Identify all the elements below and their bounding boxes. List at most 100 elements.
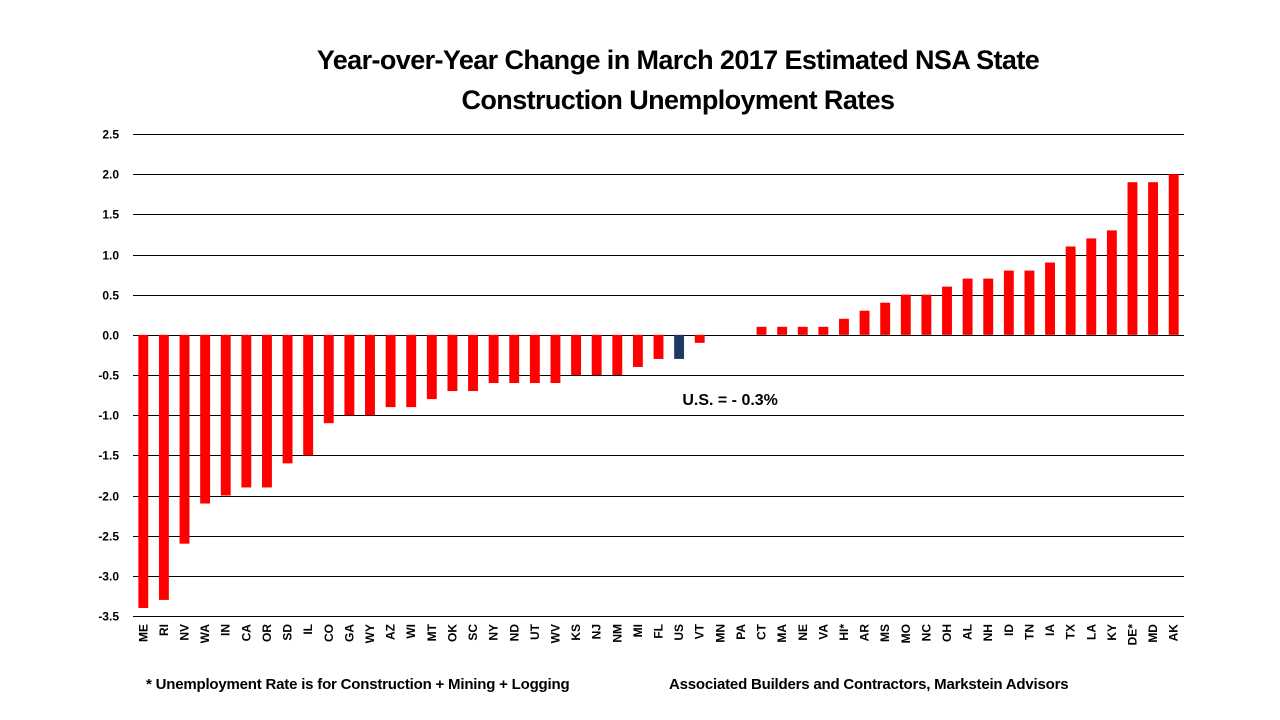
x-tick-label: ND	[507, 624, 521, 642]
y-tick-label: 0.0	[102, 329, 119, 343]
x-tick-label: IL	[301, 624, 315, 635]
x-tick-label: KS	[569, 624, 583, 641]
bar-ca	[241, 334, 252, 488]
y-tick-label: -0.5	[98, 369, 119, 383]
source-credit: Associated Builders and Contractors, Mar…	[669, 676, 1069, 693]
x-tick-label: MN	[713, 624, 727, 643]
bar-in	[220, 334, 231, 496]
x-tick-label: NC	[919, 624, 933, 642]
bar-nm	[612, 334, 623, 375]
y-tick-label: 2.0	[102, 168, 119, 182]
chart-title-line-2: Construction Unemployment Rates	[461, 85, 896, 115]
bar-fl	[653, 334, 664, 359]
bar-ne	[797, 326, 808, 335]
chart-title-line-1: Year-over-Year Change in March 2017 Esti…	[316, 45, 1040, 75]
bar-al	[962, 278, 973, 335]
bar-wv	[550, 334, 561, 384]
x-tick-label: NJ	[590, 624, 604, 639]
y-tick-label: -1.0	[98, 409, 119, 423]
bar-tx	[1065, 246, 1076, 335]
x-tick-label: DE*	[1125, 624, 1139, 646]
bar-tn	[1024, 270, 1035, 335]
bar-ok	[447, 334, 458, 392]
bar-mt	[426, 334, 437, 400]
y-tick-label: 2.5	[102, 128, 119, 142]
bar-nd	[509, 334, 520, 384]
bar-ky	[1106, 230, 1117, 335]
bar-nh	[983, 278, 994, 335]
x-tick-label: SC	[466, 624, 480, 641]
bar-il	[303, 334, 314, 456]
x-tick-label: WA	[198, 624, 212, 644]
bar-ms	[880, 302, 891, 335]
x-tick-label: IN	[219, 624, 233, 636]
x-tick-label: ME	[136, 624, 150, 642]
x-tick-label: NY	[487, 624, 501, 641]
bar-ma	[777, 326, 788, 335]
x-tick-label: AZ	[384, 624, 398, 640]
bar-ri	[158, 334, 169, 600]
x-tick-label: CO	[322, 624, 336, 642]
x-tick-label: VA	[816, 624, 830, 640]
x-tick-label: ID	[1002, 624, 1016, 636]
bar-id	[1003, 270, 1014, 335]
bar-la	[1086, 238, 1097, 335]
x-tick-label: CA	[239, 624, 253, 642]
bar-ny	[488, 334, 499, 384]
bar-or	[262, 334, 272, 488]
x-tick-label: MT	[425, 623, 439, 641]
bar-nj	[591, 334, 602, 375]
bar-md	[1148, 182, 1159, 335]
x-tick-label: LA	[1084, 624, 1098, 640]
y-tick-label: -1.5	[98, 449, 119, 463]
x-tick-label: AR	[858, 624, 872, 642]
bar-sc	[468, 334, 478, 392]
bar-ct	[756, 326, 767, 335]
x-tick-label: MD	[1146, 624, 1160, 643]
x-tick-label: NH	[981, 624, 995, 641]
x-tick-label: NV	[178, 624, 192, 641]
bar-wy	[365, 334, 375, 416]
x-tick-label: MS	[878, 624, 892, 642]
bar-us	[674, 334, 685, 359]
x-tick-label: WI	[404, 624, 418, 639]
bar-mo	[900, 294, 911, 335]
x-tick-label: NM	[610, 624, 624, 643]
x-tick-label: US	[672, 624, 686, 641]
x-tick-label: AL	[961, 624, 975, 640]
bar-ut	[529, 334, 540, 384]
bar-sd	[282, 334, 293, 464]
bar-hi	[839, 318, 849, 335]
x-tick-label: OR	[260, 624, 274, 642]
x-tick-label: NE	[796, 624, 810, 641]
bar-wi	[406, 334, 417, 408]
chart-title: Year-over-Year Change in March 2017 Esti…	[0, 40, 1280, 120]
bar-nv	[179, 334, 190, 544]
bar-ks	[571, 334, 582, 375]
x-tick-label: SD	[281, 624, 295, 641]
x-tick-label: MI	[631, 624, 645, 637]
bar-va	[818, 326, 829, 335]
y-axis-tick-labels: 2.5 2.0 1.5 1.0 0.5 0.0 -0.5 -1.0 -1.5 -2.0 -2.5 -3…	[98, 128, 119, 624]
x-tick-label: FL	[652, 624, 666, 639]
bar-me	[138, 334, 149, 608]
bar-ak	[1168, 174, 1179, 335]
bar-nc	[921, 294, 932, 335]
bar-de	[1127, 182, 1138, 335]
bar-vt	[694, 334, 705, 343]
x-tick-label: OK	[445, 624, 459, 642]
y-tick-label: 1.0	[102, 249, 119, 263]
footnote: * Unemployment Rate is for Construction …	[146, 676, 570, 693]
x-tick-label: VT	[693, 623, 707, 639]
y-tick-label: -3.5	[98, 610, 119, 624]
y-tick-label: 0.5	[102, 289, 119, 303]
bar-ia	[1045, 262, 1055, 335]
y-tick-label: -2.5	[98, 530, 119, 544]
us-annotation: U.S. = - 0.3%	[682, 392, 778, 409]
x-tick-label: AK	[1167, 624, 1181, 642]
x-tick-label: GA	[342, 624, 356, 642]
x-tick-label: TN	[1022, 624, 1036, 640]
x-tick-label: CT	[755, 623, 769, 640]
bar-wa	[200, 334, 211, 504]
